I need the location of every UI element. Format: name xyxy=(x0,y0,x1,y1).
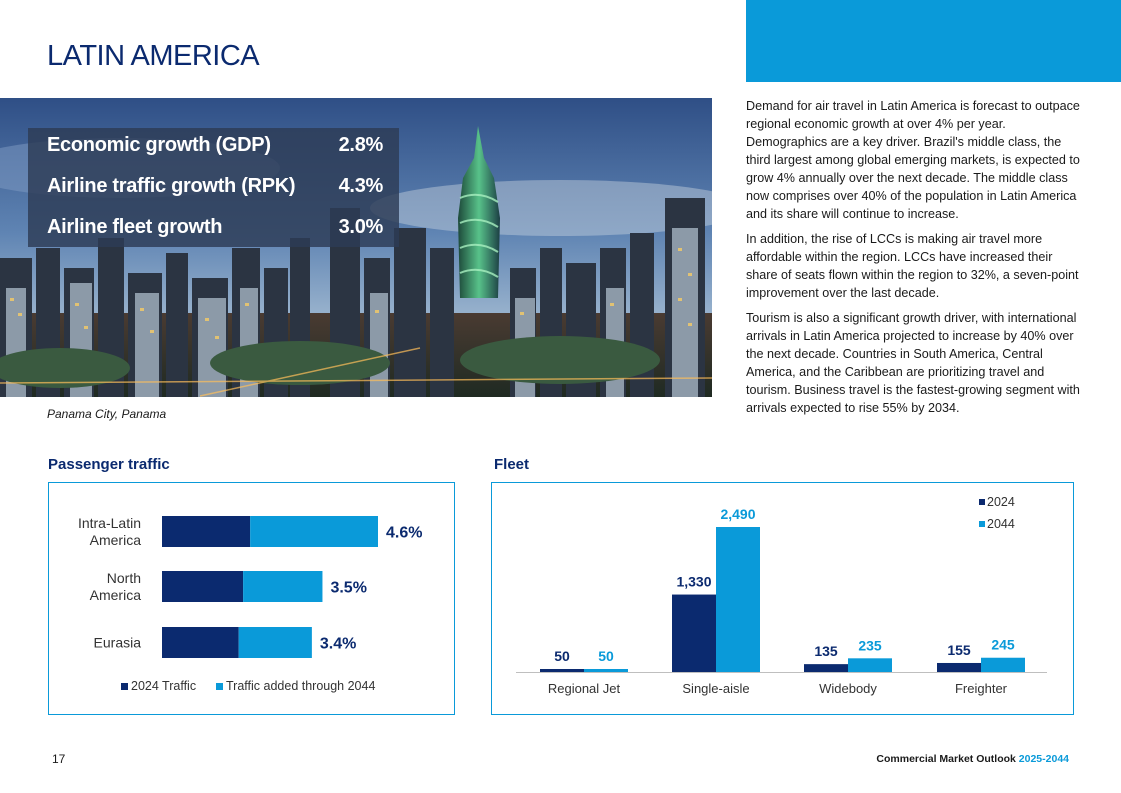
legend-swatch xyxy=(979,499,985,505)
data-label: 235 xyxy=(858,637,882,653)
category-label: America xyxy=(90,532,142,548)
stat-gdp: Economic growth (GDP) 2.8% xyxy=(47,130,383,160)
page-number: 17 xyxy=(52,752,66,766)
bar-segment xyxy=(162,627,239,658)
bar xyxy=(672,594,716,672)
data-label: 155 xyxy=(947,642,971,658)
data-label: 50 xyxy=(554,648,570,664)
bar xyxy=(540,669,584,672)
category-label: Regional Jet xyxy=(548,681,621,696)
footer-title: Commercial Market Outlook xyxy=(876,753,1016,765)
legend-swatch xyxy=(216,683,223,690)
data-label: 2,490 xyxy=(720,506,755,522)
category-label: Intra-Latin xyxy=(78,515,141,531)
category-label: Freighter xyxy=(955,681,1008,696)
stat-value: 3.0% xyxy=(338,215,384,238)
bar-segment xyxy=(162,516,251,547)
category-label: Single-aisle xyxy=(682,681,749,696)
legend-swatch xyxy=(979,521,985,527)
category-label: North xyxy=(107,570,141,586)
category-label: Widebody xyxy=(819,681,877,696)
growth-label: 3.4% xyxy=(320,636,356,653)
stat-label: Economic growth (GDP) xyxy=(47,133,271,156)
bar xyxy=(937,662,981,672)
bar xyxy=(804,664,848,672)
bar-segment xyxy=(243,571,323,602)
bar xyxy=(848,658,892,672)
bar-segment xyxy=(250,516,378,547)
legend-swatch xyxy=(121,683,128,690)
body-paragraph: In addition, the rise of LCCs is making … xyxy=(746,232,1079,300)
bar xyxy=(981,657,1025,672)
legend-label: Traffic added through 2044 xyxy=(226,679,375,693)
passenger-traffic-title: Passenger traffic xyxy=(48,456,170,473)
bar-segment xyxy=(162,571,244,602)
fleet-title: Fleet xyxy=(494,456,530,473)
body-text: Demand for air travel in Latin America i… xyxy=(746,97,1081,424)
legend-label: 2024 Traffic xyxy=(131,679,196,693)
data-label: 135 xyxy=(814,643,838,659)
bar xyxy=(584,669,628,672)
stat-label: Airline traffic growth (RPK) xyxy=(47,174,296,197)
stat-label: Airline fleet growth xyxy=(47,215,223,238)
footer-publication: Commercial Market Outlook 2025-2044 xyxy=(876,753,1069,765)
legend-label: 2024 xyxy=(987,495,1015,509)
key-stats-panel: Economic growth (GDP) 2.8% Airline traff… xyxy=(28,128,399,247)
body-paragraph: Demand for air travel in Latin America i… xyxy=(746,99,1080,221)
top-accent-band xyxy=(746,0,1121,82)
stat-value: 4.3% xyxy=(338,174,384,197)
stat-rpk: Airline traffic growth (RPK) 4.3% xyxy=(47,171,383,201)
data-label: 50 xyxy=(598,648,614,664)
footer-years: 2025-2044 xyxy=(1018,753,1069,765)
category-label: America xyxy=(90,587,142,603)
growth-label: 4.6% xyxy=(386,525,422,542)
category-label: Eurasia xyxy=(94,635,142,651)
bar-segment xyxy=(238,627,312,658)
bar xyxy=(716,527,760,672)
body-paragraph: Tourism is also a significant growth dri… xyxy=(746,311,1080,415)
page-title: LATIN AMERICA xyxy=(47,40,260,72)
stat-value: 2.8% xyxy=(338,133,384,156)
stat-fleet: Airline fleet growth 3.0% xyxy=(47,212,383,242)
data-label: 245 xyxy=(991,637,1015,653)
fleet-chart: 50 50 Regional Jet 1,330 2,490 Single-aisle 13… xyxy=(516,495,1047,696)
fleet-chart-panel: 50 50 Regional Jet 1,330 2,490 Single-aisle 13… xyxy=(491,482,1074,715)
growth-label: 3.5% xyxy=(330,580,366,597)
passenger-chart-panel: Intra-Latin America 4.6% North America 3.5% Eu… xyxy=(48,482,455,715)
legend-label: 2044 xyxy=(987,517,1015,531)
data-label: 1,330 xyxy=(676,574,711,590)
photo-caption: Panama City, Panama xyxy=(47,407,167,421)
